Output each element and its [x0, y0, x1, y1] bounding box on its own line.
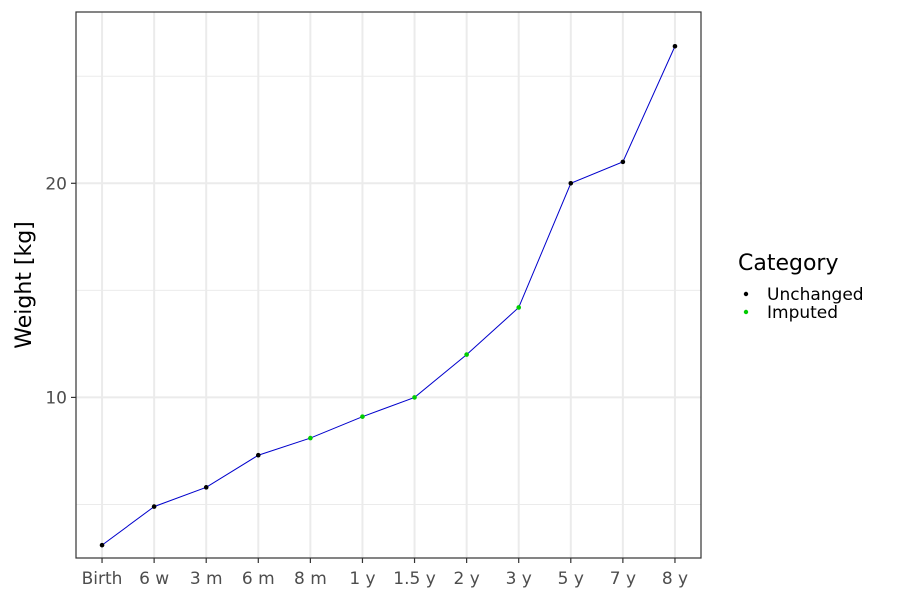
- grid-minor: [76, 75, 701, 505]
- x-tick-label: 2 y: [453, 569, 479, 589]
- x-tick-label: 6 m: [242, 569, 275, 589]
- x-axis: Birth 6 w 3 m 6 m 8 m 1 y 1.5 y 2 y 3 y 5 y 7 y 8 y: [82, 558, 688, 589]
- panel-background: [76, 12, 701, 558]
- data-point-imputed: [516, 305, 522, 310]
- panel-border: [75, 11, 702, 559]
- data-point-unchanged: [620, 159, 626, 165]
- grid-major: [76, 12, 701, 558]
- data-point-unchanged: [568, 180, 574, 186]
- x-tick-label: 3 y: [506, 569, 532, 589]
- legend-marker-imputed: [743, 309, 749, 315]
- data-point-unchanged: [255, 452, 261, 458]
- data-point-unchanged: [151, 504, 157, 509]
- data-point-imputed: [412, 395, 417, 400]
- data-point-imputed: [464, 352, 469, 357]
- data-point-unchanged: [99, 542, 105, 548]
- x-tick-label: 7 y: [610, 569, 636, 589]
- series-line: [101, 46, 676, 546]
- legend-title: Category: [738, 251, 839, 276]
- x-tick-label: 5 y: [558, 569, 584, 589]
- y-tick-label: 10: [45, 388, 67, 408]
- x-tick-label: 8 y: [662, 569, 688, 589]
- x-tick-label: Birth: [82, 569, 123, 589]
- data-point-imputed: [308, 435, 313, 441]
- x-tick-label: 1 y: [349, 569, 375, 589]
- x-tick-label: 8 m: [294, 569, 327, 589]
- legend-marker-unchanged: [743, 291, 749, 297]
- x-tick-label: 6 w: [139, 569, 169, 589]
- y-axis: 10 20: [45, 174, 76, 408]
- x-tick-label: 3 m: [190, 569, 223, 589]
- data-point-imputed: [360, 414, 365, 419]
- data-points: [99, 43, 678, 548]
- x-tick-label: 1.5 y: [393, 569, 436, 589]
- legend-label-unchanged: Unchanged: [767, 285, 864, 305]
- data-point-unchanged: [203, 485, 209, 490]
- data-point-unchanged: [672, 43, 678, 49]
- legend: Category Unchanged Imputed: [738, 251, 864, 323]
- legend-label-imputed: Imputed: [767, 303, 838, 323]
- y-axis-title: Weight [kg]: [12, 221, 37, 349]
- y-tick-label: 20: [45, 174, 67, 194]
